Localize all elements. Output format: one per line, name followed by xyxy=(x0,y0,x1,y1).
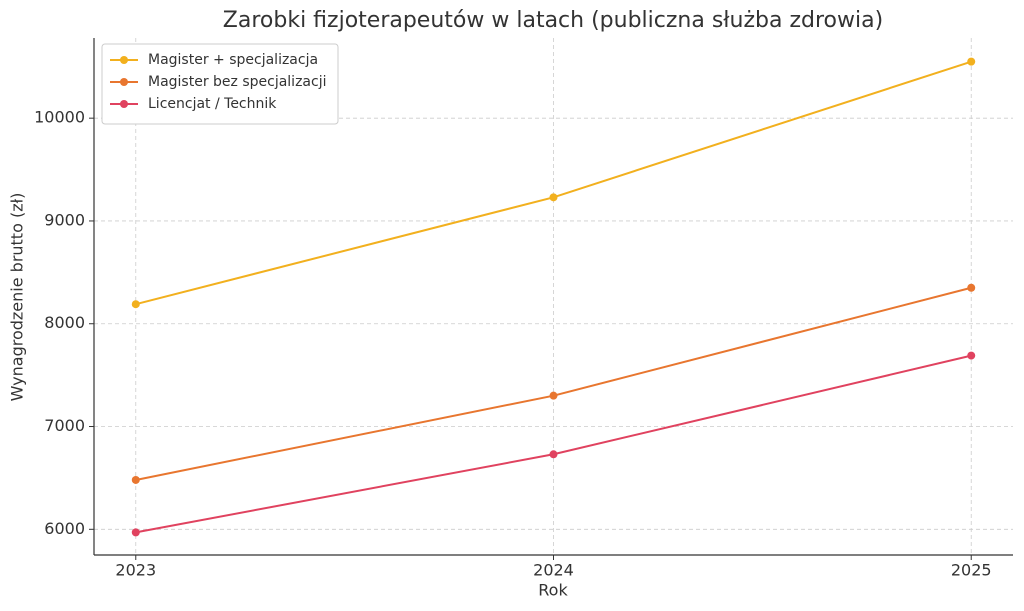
y-tick-label: 7000 xyxy=(44,416,85,435)
legend-marker xyxy=(120,100,128,108)
y-tick-label: 6000 xyxy=(44,519,85,538)
legend-label: Magister + specjalizacja xyxy=(148,52,318,68)
x-tick-label: 2024 xyxy=(533,561,574,580)
legend-label: Magister bez specjalizacji xyxy=(148,74,326,90)
data-point xyxy=(131,528,140,537)
data-point xyxy=(967,351,976,360)
x-tick-label: 2023 xyxy=(115,561,156,580)
legend-marker xyxy=(120,56,128,64)
data-point xyxy=(549,391,558,400)
x-tick-label: 2025 xyxy=(951,561,992,580)
data-point xyxy=(967,57,976,66)
legend-box xyxy=(101,43,339,125)
data-point xyxy=(131,475,140,484)
legend-label: Licencjat / Technik xyxy=(148,96,277,112)
y-tick-label: 9000 xyxy=(44,210,85,229)
x-axis-label: Rok xyxy=(538,581,568,600)
data-point xyxy=(967,283,976,292)
data-point xyxy=(131,300,140,309)
legend-marker xyxy=(120,78,128,86)
data-point xyxy=(549,450,558,459)
y-axis-label: Wynagrodzenie brutto (zł) xyxy=(8,193,27,402)
legend: Magister + specjalizacja Magister bez spe… xyxy=(101,43,339,125)
data-point xyxy=(549,193,558,202)
y-tick-label: 8000 xyxy=(44,313,85,332)
y-tick-label: 10000 xyxy=(34,108,85,127)
chart-title: Zarobki fizjoterapeutów w latach (public… xyxy=(223,8,883,33)
